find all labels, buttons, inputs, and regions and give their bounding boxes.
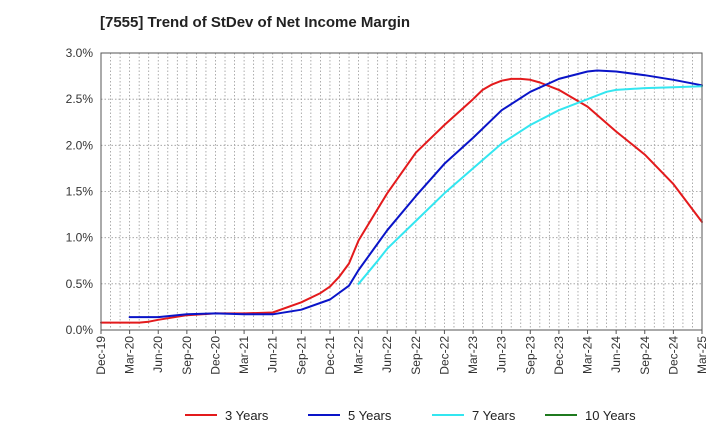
x-tick-label: Mar-24 bbox=[581, 336, 595, 374]
y-tick-label: 0.5% bbox=[66, 277, 94, 291]
axes: 0.0% 0.5% 1.0% 1.5% 2.0% 2.5% 3.0% Dec-19 Mar-20… bbox=[66, 46, 709, 375]
legend-label-3-years: 3 Years bbox=[225, 408, 269, 423]
series-lines bbox=[100, 69, 703, 324]
x-tick-label: Jun-22 bbox=[380, 336, 394, 373]
series-line-7-years bbox=[357, 85, 703, 285]
y-tick-label: 2.0% bbox=[66, 138, 94, 152]
x-tick-label: Sep-20 bbox=[180, 336, 194, 375]
x-tick-label: Jun-24 bbox=[609, 336, 623, 373]
x-tick-label: Sep-24 bbox=[638, 336, 652, 375]
series-line-3-years bbox=[100, 77, 703, 324]
x-tick-label: Dec-20 bbox=[208, 336, 222, 375]
x-tick-label: Jun-23 bbox=[495, 336, 509, 373]
x-tick-label: Sep-22 bbox=[409, 336, 423, 375]
x-tick-label: Sep-21 bbox=[294, 336, 308, 375]
x-tick-label: Mar-21 bbox=[237, 336, 251, 374]
plot-frame bbox=[100, 52, 703, 331]
y-tick-label: 1.0% bbox=[66, 231, 94, 245]
y-tick-label: 3.0% bbox=[66, 46, 94, 60]
x-tick-label: Dec-22 bbox=[437, 336, 451, 375]
y-tick-label: 1.5% bbox=[66, 185, 94, 199]
legend-label-7-years: 7 Years bbox=[472, 408, 516, 423]
y-tick-label: 0.0% bbox=[66, 323, 94, 337]
legend: 3 Years 5 Years 7 Years 10 Years bbox=[185, 408, 636, 423]
x-tick-label: Mar-20 bbox=[123, 336, 137, 374]
x-tick-label: Sep-23 bbox=[523, 336, 537, 375]
y-tick-label: 2.5% bbox=[66, 92, 94, 106]
x-tick-label: Jun-21 bbox=[266, 336, 280, 373]
chart-title: [7555] Trend of StDev of Net Income Marg… bbox=[100, 14, 411, 31]
grid bbox=[101, 53, 702, 330]
x-tick-label: Dec-24 bbox=[666, 336, 680, 375]
x-tick-label: Dec-23 bbox=[552, 336, 566, 375]
x-tick-label: Mar-25 bbox=[695, 336, 709, 374]
x-tick-label: Dec-19 bbox=[94, 336, 108, 375]
x-tick-label: Mar-23 bbox=[466, 336, 480, 374]
series-line-5-years bbox=[128, 69, 703, 319]
legend-label-5-years: 5 Years bbox=[348, 408, 392, 423]
x-tick-label: Dec-21 bbox=[323, 336, 337, 375]
legend-label-10-years: 10 Years bbox=[585, 408, 636, 423]
x-tick-label: Mar-22 bbox=[352, 336, 366, 374]
x-tick-label: Jun-20 bbox=[151, 336, 165, 373]
